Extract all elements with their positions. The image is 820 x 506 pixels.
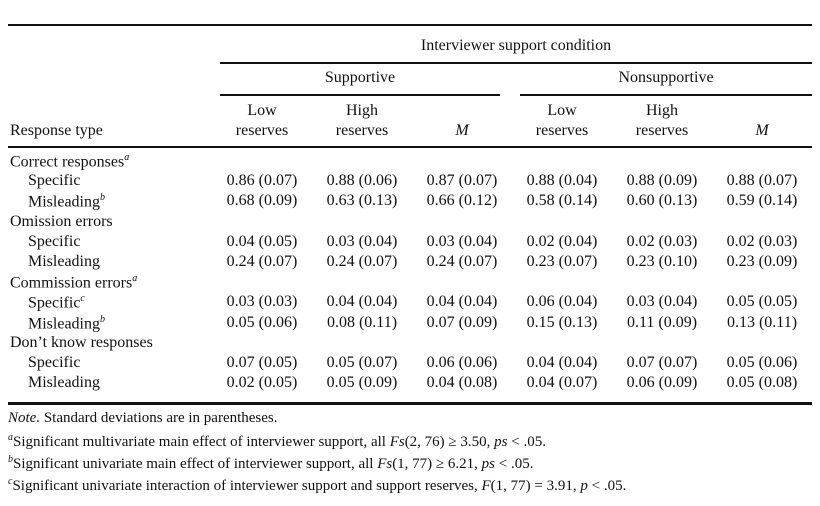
table-cell: 0.02 (0.03) [726,232,798,250]
table-cell: 0.03 (0.04) [426,232,498,250]
table-cell: 0.04 (0.04) [426,293,498,311]
table-cell: 0.13 (0.11) [726,313,798,331]
table-cell: 0.06 (0.04) [526,293,598,311]
section-label: Correct responsesa [10,152,130,171]
col-header-low-supportive: Low reserves [235,102,289,139]
table-cell: 0.03 (0.03) [226,293,298,311]
table-note: Note. Standard deviations are in parenth… [8,410,278,426]
spanner-rule-top [220,62,812,64]
table-cell: 0.03 (0.04) [626,293,698,311]
table-cell: 0.05 (0.06) [226,313,298,331]
footnote-a: aSignificant multivariate main effect of… [8,432,546,450]
table-cell: 0.07 (0.05) [226,354,298,371]
row-label: Specific [28,172,81,190]
table-cell: 0.24 (0.07) [226,253,298,270]
table-cell: 0.04 (0.04) [526,354,598,371]
table-cell: 0.08 (0.11) [326,313,398,331]
table-cell: 0.63 (0.13) [326,192,398,210]
section-label: Don’t know responses [10,333,153,351]
group-nonsupportive: Nonsupportive [618,69,714,86]
table-cell: 0.88 (0.07) [726,172,798,190]
footnote-b: bSignificant univariate main effect of i… [8,454,534,472]
supportive-rule [220,94,500,96]
table-cell: 0.58 (0.14) [526,192,598,210]
stub-header: Response type [10,122,103,139]
table-cell: 0.68 (0.09) [226,192,298,210]
row-label: Specificc [28,293,85,312]
footnote-c: cSignificant univariate interaction of i… [8,476,627,494]
col-header-high-nonsupportive: High reserves [635,102,689,139]
table-cell: 0.02 (0.05) [226,374,298,392]
table-cell: 0.88 (0.04) [526,172,598,190]
table-cell: 0.06 (0.06) [426,354,498,371]
col-header-mean-supportive: M [455,122,469,139]
table-cell: 0.23 (0.10) [626,253,698,270]
table-cell: 0.04 (0.05) [226,232,298,250]
row-label: Misleading [28,253,100,270]
table-cell: 0.07 (0.07) [626,354,698,371]
table-cell: 0.06 (0.09) [626,374,698,392]
table-cell: 0.88 (0.06) [326,172,398,190]
table-cell: 0.05 (0.07) [326,354,398,371]
row-label: Misleading [28,374,100,392]
col-header-high-supportive: High reserves [335,102,389,139]
table-cell: 0.87 (0.07) [426,172,498,190]
table-cell: 0.03 (0.04) [326,232,398,250]
nonsupportive-rule [520,94,812,96]
table-cell: 0.05 (0.05) [726,293,798,311]
table-top-rule [8,24,812,26]
table-cell: 0.04 (0.08) [426,374,498,392]
row-label: Misleadingb [28,313,105,332]
table-cell: 0.02 (0.03) [626,232,698,250]
table-cell: 0.23 (0.09) [726,253,798,270]
table-cell: 0.05 (0.06) [726,354,798,371]
table-cell: 0.66 (0.12) [426,192,498,210]
table-cell: 0.07 (0.09) [426,313,498,331]
table-cell: 0.88 (0.09) [626,172,698,190]
table-cell: 0.15 (0.13) [526,313,598,331]
row-label: Specific [28,354,81,371]
table-cell: 0.23 (0.07) [526,253,598,270]
table-cell: 0.86 (0.07) [226,172,298,190]
table-cell: 0.05 (0.09) [326,374,398,392]
col-header-low-nonsupportive: Low reserves [535,102,589,139]
table-bottom-rule [8,402,812,405]
row-label: Misleadingb [28,192,105,211]
row-label: Specific [28,232,81,250]
header-bottom-rule [8,146,812,148]
section-label: Omission errors [10,212,113,230]
table-cell: 0.11 (0.09) [626,313,698,331]
table-cell: 0.02 (0.04) [526,232,598,250]
table-cell: 0.04 (0.04) [326,293,398,311]
table-cell: 0.24 (0.07) [326,253,398,270]
table-cell: 0.24 (0.07) [426,253,498,270]
table-cell: 0.60 (0.13) [626,192,698,210]
table-cell: 0.59 (0.14) [726,192,798,210]
table-cell: 0.04 (0.07) [526,374,598,392]
header-top: Interviewer support condition [420,37,612,54]
table-cell: 0.05 (0.08) [726,374,798,392]
section-label: Commission errorsa [10,273,138,292]
group-supportive: Supportive [324,69,396,86]
col-header-mean-nonsupportive: M [755,122,769,139]
